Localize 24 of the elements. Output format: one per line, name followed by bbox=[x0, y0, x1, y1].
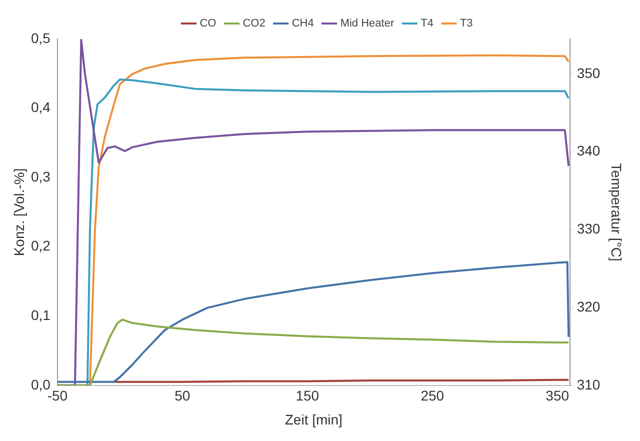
y2-tick-label: 350 bbox=[576, 64, 600, 81]
y2-tick-label: 330 bbox=[576, 220, 600, 237]
legend-label: T4 bbox=[420, 18, 434, 30]
y-tick-label: 0,0 bbox=[30, 376, 51, 392]
legend-label: CO bbox=[200, 18, 217, 30]
legend-label: CH4 bbox=[292, 18, 314, 30]
y2-tick-label: 320 bbox=[576, 298, 600, 314]
x-tick-label: 150 bbox=[296, 388, 320, 404]
x-axis-title: Zeit [min] bbox=[284, 411, 342, 428]
x-tick-label: 50 bbox=[174, 388, 190, 404]
legend-label: CO2 bbox=[242, 18, 266, 30]
y-tick-label: 0,4 bbox=[30, 99, 51, 116]
x-tick-label: 350 bbox=[546, 388, 570, 404]
y-tick-label: 0,3 bbox=[30, 168, 51, 184]
legend-label: Mid Heater bbox=[340, 18, 394, 30]
y2-axis-title: Temperatur [°C] bbox=[608, 163, 625, 262]
y-tick-label: 0,2 bbox=[30, 238, 51, 254]
y-axis-title: Konz. [Vol.-%] bbox=[10, 168, 27, 256]
y2-tick-label: 310 bbox=[576, 376, 600, 392]
y-tick-label: 0,1 bbox=[30, 306, 51, 323]
y2-tick-label: 340 bbox=[576, 142, 600, 159]
legend-label: T3 bbox=[460, 18, 473, 30]
y-tick-label: 0,5 bbox=[30, 30, 51, 46]
x-tick-label: 250 bbox=[420, 388, 444, 404]
